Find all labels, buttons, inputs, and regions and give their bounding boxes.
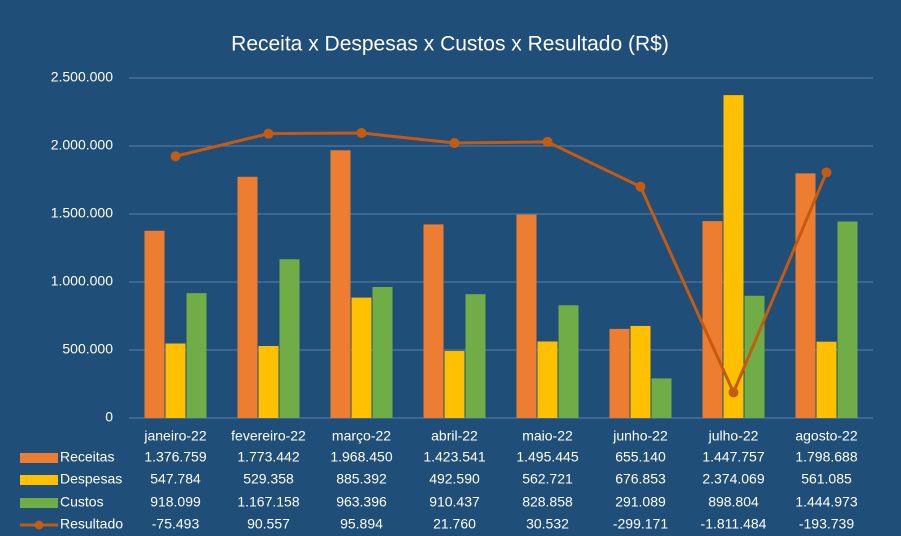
x-tick-label: março-22 xyxy=(332,428,391,444)
line-marker xyxy=(635,181,646,192)
bar xyxy=(144,230,165,418)
bar xyxy=(165,343,186,418)
legend-label: Receitas xyxy=(60,449,114,465)
line-marker xyxy=(170,151,181,162)
bar xyxy=(279,259,300,418)
bar xyxy=(444,351,465,418)
bar xyxy=(351,297,372,418)
line-marker xyxy=(356,127,367,138)
y-tick-label: 2.000.000 xyxy=(51,137,113,153)
bar xyxy=(372,286,393,418)
x-tick-label: fevereiro-22 xyxy=(231,428,306,444)
y-tick-label: 0 xyxy=(105,409,113,425)
table-value: 676.853 xyxy=(615,471,666,487)
table-value: 1.495.445 xyxy=(516,449,578,465)
y-tick-label: 2.500.000 xyxy=(51,69,113,85)
line-marker xyxy=(542,136,553,147)
table-value: -299.171 xyxy=(613,516,668,532)
line xyxy=(175,131,828,397)
line-marker xyxy=(821,167,832,178)
bar xyxy=(723,95,744,418)
y-tick-label: 1.500.000 xyxy=(51,205,113,221)
bar xyxy=(186,293,207,418)
table-value: 492.590 xyxy=(429,471,480,487)
bar xyxy=(465,294,486,418)
table-value: 1.798.688 xyxy=(795,449,857,465)
table-value: 30.532 xyxy=(526,516,569,532)
table-value: 1.773.442 xyxy=(237,449,299,465)
table-value: 655.140 xyxy=(615,449,666,465)
bar xyxy=(816,341,837,418)
legend-marker xyxy=(34,520,44,530)
bar xyxy=(537,341,558,418)
x-tick-label: janeiro-22 xyxy=(143,428,206,444)
x-tick-label: abril-22 xyxy=(431,428,478,444)
table-value: 1.167.158 xyxy=(237,494,299,510)
x-tick-label: maio-22 xyxy=(522,428,573,444)
bar xyxy=(744,295,765,418)
legend-label: Custos xyxy=(60,494,104,510)
table-value: 828.858 xyxy=(522,494,573,510)
table-value: -75.493 xyxy=(152,516,200,532)
bar xyxy=(258,346,279,418)
table-value: 547.784 xyxy=(150,471,201,487)
table-value: 291.089 xyxy=(615,494,666,510)
table-value: 561.085 xyxy=(801,471,852,487)
bar xyxy=(558,305,579,418)
table-value: 910.437 xyxy=(429,494,480,510)
table-value: 1.376.759 xyxy=(144,449,206,465)
table-value: 1.968.450 xyxy=(330,449,392,465)
table-value: 963.396 xyxy=(336,494,387,510)
table-value: 918.099 xyxy=(150,494,201,510)
table-value: 2.374.069 xyxy=(702,471,764,487)
bar xyxy=(795,173,816,418)
table-value: 95.894 xyxy=(340,516,383,532)
legend-label: Despesas xyxy=(60,471,122,487)
x-tick-label: junho-22 xyxy=(612,428,668,444)
chart-title: Receita x Despesas x Custos x Resultado … xyxy=(231,33,669,56)
bar xyxy=(237,176,258,418)
bar xyxy=(837,221,858,418)
bar xyxy=(630,325,651,418)
legend-key xyxy=(20,453,58,463)
table-value: -193.739 xyxy=(799,516,854,532)
line-marker xyxy=(449,138,460,149)
bar xyxy=(423,224,444,418)
legend-label: Resultado xyxy=(60,516,123,532)
table-value: -1.811.484 xyxy=(701,516,767,532)
legend-key xyxy=(20,475,58,485)
table-value: 1.444.973 xyxy=(795,494,857,510)
x-tick-label: julho-22 xyxy=(708,428,759,444)
x-tick-label: agosto-22 xyxy=(795,428,857,444)
line-marker xyxy=(263,128,274,139)
table-value: 529.358 xyxy=(243,471,294,487)
table-value: 898.804 xyxy=(708,494,759,510)
line-marker xyxy=(728,387,739,398)
table-value: 90.557 xyxy=(247,516,290,532)
legend-key xyxy=(20,498,58,508)
y-tick-label: 500.000 xyxy=(62,341,113,357)
y-tick-label: 1.000.000 xyxy=(51,273,113,289)
table-value: 1.423.541 xyxy=(423,449,485,465)
bar xyxy=(516,214,537,418)
bar xyxy=(330,150,351,418)
table-value: 562.721 xyxy=(522,471,573,487)
bar xyxy=(651,378,672,418)
table-value: 885.392 xyxy=(336,471,387,487)
bar xyxy=(609,328,630,418)
bar xyxy=(702,221,723,418)
table-value: 21.760 xyxy=(433,516,476,532)
table-value: 1.447.757 xyxy=(702,449,764,465)
